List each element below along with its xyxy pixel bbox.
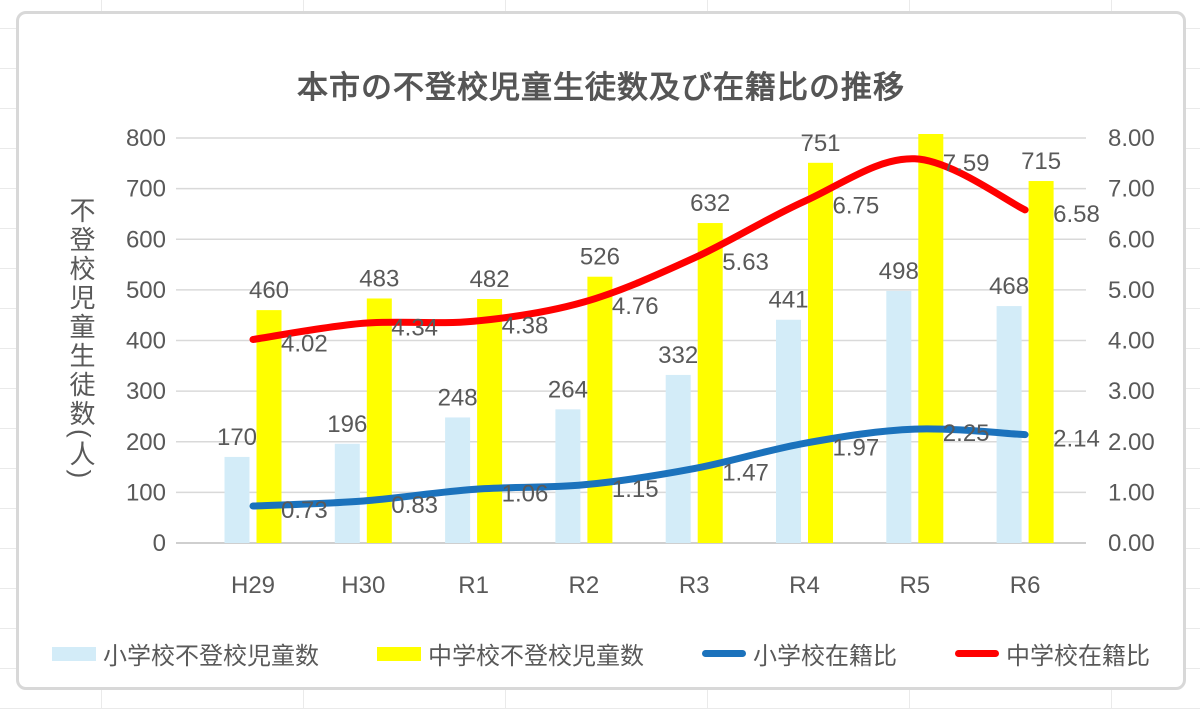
line-data-label: 4.34 [391, 314, 438, 341]
x-axis-category-label: R3 [679, 572, 710, 599]
bar [808, 162, 833, 543]
bar-data-label: 170 [217, 424, 257, 451]
data-labels: 170 196 248 264 332 441 498 468 460 483 482 526 632 7… [217, 130, 1100, 524]
bar [445, 417, 471, 543]
bar-data-label: 632 [690, 190, 730, 217]
line-series-1 [249, 155, 1029, 343]
line-series-0 [249, 425, 1029, 510]
left-axis-tick: 500 [126, 277, 166, 304]
line-data-label: 6.75 [833, 192, 880, 219]
left-axis-tick: 400 [126, 328, 166, 355]
legend-label: 中学校在籍比 [1006, 643, 1150, 670]
y-axis-title: 不登校児童生徒数(人) [66, 197, 96, 482]
left-axis-tick: 800 [126, 125, 166, 152]
legend-item-elementary-count[interactable]: 小学校不登校児童数 [52, 636, 319, 671]
chart-title: 本市の不登校児童生徒数及び在籍比の推移 [297, 70, 905, 105]
legend-swatch-junior-high-ratio [955, 650, 999, 657]
left-axis-tick: 700 [126, 176, 166, 203]
bar [886, 290, 912, 543]
bar [697, 223, 723, 544]
bar [665, 374, 691, 543]
legend-label: 中学校不登校児童数 [428, 643, 644, 670]
bar-data-label: 332 [658, 342, 698, 369]
bar [918, 134, 944, 543]
left-axis-tick: 300 [126, 378, 166, 405]
bar [776, 319, 801, 543]
chart-widget[interactable]: 0 100 200 300 400 500 600 700 800 0.00 1.00 2.00 3.0… [16, 11, 1186, 690]
bar-data-label: 248 [438, 384, 478, 411]
x-axis-category-label: R6 [1010, 572, 1041, 599]
chart-plot-area: 0 100 200 300 400 500 600 700 800 0.00 1.00 2.00 3.0… [126, 125, 1155, 599]
line-data-label: 1.15 [612, 476, 659, 503]
line-data-label: 6.58 [1053, 201, 1100, 228]
bar-data-label: 460 [249, 277, 289, 304]
line-data-label: 5.63 [722, 249, 769, 276]
right-axis-tick: 5.00 [1108, 277, 1155, 304]
bar [366, 298, 392, 543]
legend-swatch-junior-high-count [377, 646, 421, 661]
right-axis-tick: 3.00 [1108, 378, 1155, 405]
chart-legend: 小学校不登校児童数 中学校不登校児童数 小学校在籍比 中学校在籍比 [19, 636, 1183, 671]
right-axis-tick: 4.00 [1108, 328, 1155, 355]
bar-data-label: 441 [768, 287, 808, 314]
bar [555, 409, 581, 543]
bar-data-label: 498 [879, 258, 919, 285]
left-axis-tick: 100 [126, 479, 166, 506]
bar-data-label: 196 [327, 411, 367, 438]
x-axis-category-label: R4 [789, 572, 820, 599]
bar [224, 456, 250, 543]
bar-data-label: 715 [1021, 148, 1061, 175]
right-axis-tick: 0.00 [1108, 530, 1155, 557]
right-axis-tick: 6.00 [1108, 226, 1155, 253]
bar [996, 306, 1022, 543]
bar [477, 298, 503, 543]
line-data-label: 0.83 [391, 492, 438, 519]
line-data-label: 4.76 [612, 293, 659, 320]
bar-data-label: 526 [580, 244, 620, 271]
legend-swatch-elementary-ratio [702, 650, 746, 657]
legend-item-junior-high-count[interactable]: 中学校不登校児童数 [377, 636, 644, 671]
bar [587, 276, 613, 543]
bar [1028, 181, 1054, 543]
line-data-label: 7.59 [943, 150, 990, 177]
left-axis-tick: 0 [153, 530, 166, 557]
x-axis-category-label: H29 [231, 572, 275, 599]
bar-data-label: 751 [800, 130, 840, 157]
line-data-label: 2.25 [943, 420, 990, 447]
bar-data-label: 482 [470, 266, 510, 293]
line-data-label: 1.06 [502, 480, 549, 507]
line-data-label: 4.02 [281, 330, 328, 357]
bar-series-0 [224, 290, 1022, 543]
left-axis-tick: 200 [126, 429, 166, 456]
right-axis-tick: 7.00 [1108, 176, 1155, 203]
x-axis-category-label: R2 [569, 572, 600, 599]
axis-tick-labels: 0 100 200 300 400 500 600 700 800 0.00 1.00 2.00 3.0… [126, 125, 1155, 599]
bar-data-label: 264 [548, 376, 588, 403]
x-axis-category-label: R1 [458, 572, 489, 599]
right-axis-tick: 8.00 [1108, 125, 1155, 152]
legend-item-junior-high-ratio[interactable]: 中学校在籍比 [955, 636, 1150, 671]
bar [334, 443, 360, 543]
line-data-label: 2.14 [1053, 426, 1100, 453]
bar-data-label: 483 [359, 265, 399, 292]
bar-data-label: 468 [989, 273, 1029, 300]
right-axis-tick: 2.00 [1108, 429, 1155, 456]
left-axis-tick: 600 [126, 226, 166, 253]
right-axis-tick: 1.00 [1108, 479, 1155, 506]
legend-swatch-elementary-count [52, 646, 96, 661]
legend-label: 小学校在籍比 [753, 643, 897, 670]
line-data-label: 0.73 [281, 497, 328, 524]
line-data-label: 1.47 [722, 460, 769, 487]
legend-item-elementary-ratio[interactable]: 小学校在籍比 [702, 636, 897, 671]
line-data-label: 1.97 [833, 434, 880, 461]
legend-label: 小学校不登校児童数 [103, 643, 319, 670]
x-axis-category-label: R5 [899, 572, 930, 599]
x-axis-category-label: H30 [341, 572, 385, 599]
line-data-label: 4.38 [502, 312, 549, 339]
